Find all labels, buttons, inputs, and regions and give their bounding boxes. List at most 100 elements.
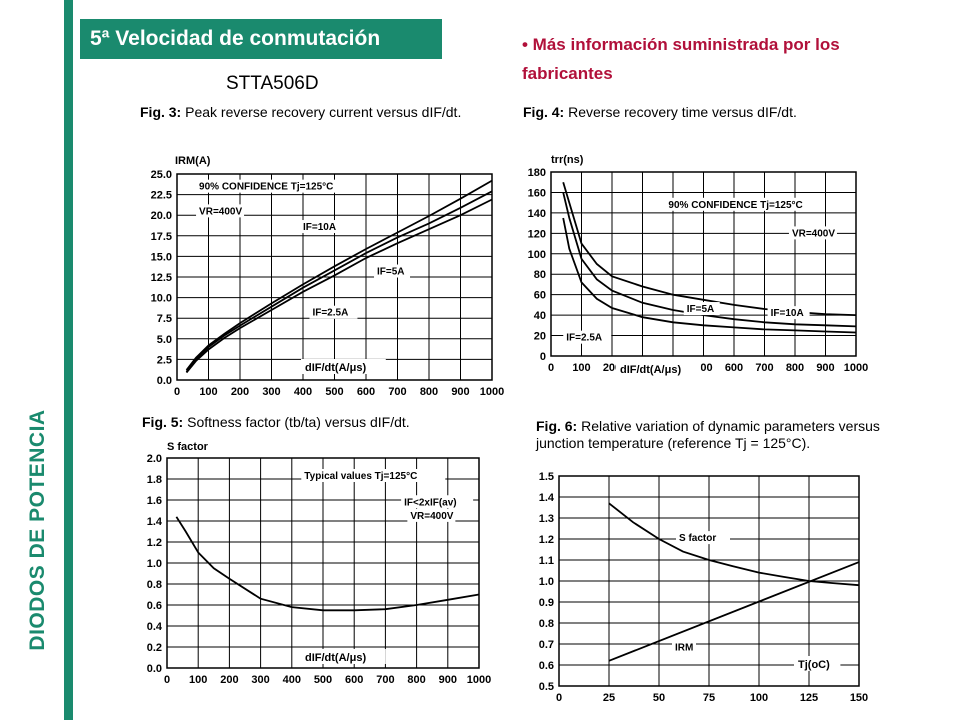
x-axis-label: Tj(oC) [798, 659, 830, 671]
plot-frame [166, 457, 480, 669]
series-line-1 [608, 502, 860, 587]
x-tick-label: 200 [220, 674, 238, 686]
caption-fig5-text: Softness factor (tb/ta) versus dIF/dt. [187, 414, 410, 430]
x-tick-label: 100 [199, 386, 217, 398]
caption-fig3: Fig. 3: Peak reverse recovery current ve… [140, 104, 495, 121]
y-tick-label: 17.5 [151, 231, 172, 243]
y-tick-label: 0.6 [539, 660, 554, 672]
caption-fig3-label: Fig. 3: [140, 104, 182, 120]
annotation-bg [767, 306, 810, 320]
annotation-bg [683, 302, 720, 316]
y-tick-label: 0.5 [539, 681, 554, 693]
x-tick-label: 800 [407, 674, 425, 686]
annotation-label: 90% CONFIDENCE Tj=125°C [668, 200, 802, 211]
y-tick-label: 40 [534, 310, 546, 322]
x-tick-label: 100 [750, 692, 768, 704]
y-tick-label: 25.0 [151, 169, 172, 181]
x-tick-label: 600 [357, 386, 375, 398]
x-tick-label: 1000 [467, 674, 491, 686]
y-tick-label: 0.0 [157, 375, 172, 387]
x-tick-label: 700 [376, 674, 394, 686]
y-tick-label: 2.5 [157, 354, 172, 366]
annotation-label: VR=400V [792, 228, 835, 239]
y-tick-label: 100 [528, 249, 546, 261]
annotation-bg [676, 531, 730, 545]
y-tick-label: 20.0 [151, 210, 172, 222]
x-tick-label: 0 [556, 692, 562, 704]
annotation-bg [309, 305, 358, 319]
y-tick-label: 1.3 [539, 513, 554, 525]
y-tick-label: 1.4 [539, 492, 555, 504]
annotation-bg [401, 495, 474, 509]
x-tick-label: 100 [189, 674, 207, 686]
x-axis-label: dIF/dt(A/μs) [305, 652, 366, 664]
y-tick-label: 15.0 [151, 251, 172, 263]
y-tick-label: 0.0 [147, 663, 162, 675]
chart-fig4: 0100200300400500600700800900100002040608… [528, 154, 868, 376]
chart-fig6: 0 25 50 75 100 125 150 0.5 0.6 0.7 0.8 0.9 1.0 1.1 1.2… [539, 471, 868, 704]
x-axis-label-bg [616, 361, 701, 376]
caption-fig6: Fig. 6: Relative variation of dynamic pa… [536, 418, 886, 452]
plot-frame [176, 173, 493, 381]
y-tick-label: 0.9 [539, 597, 554, 609]
y-axis-label: trr(ns) [551, 154, 584, 166]
caption-fig6-text: Relative variation of dynamic parameters… [536, 418, 880, 451]
plot-frame [550, 171, 857, 357]
y-axis-label: IRM(A) [175, 155, 211, 167]
y-tick-label: 0.8 [539, 618, 554, 630]
caption-fig4-label: Fig. 4: [523, 104, 565, 120]
y-tick-label: 2.0 [147, 453, 162, 465]
annotation-label: VR=400V [410, 511, 453, 522]
y-tick-label: 1.0 [539, 576, 554, 588]
x-tick-label: 300 [251, 674, 269, 686]
annotation-bg [374, 264, 411, 278]
y-tick-label: 160 [528, 187, 546, 199]
x-tick-label: 900 [816, 362, 834, 374]
x-tick-label: 900 [451, 386, 469, 398]
x-axis-label: dIF/dt(A/μs) [305, 362, 366, 374]
annotation-label: IF=5A [687, 304, 715, 315]
x-axis-label-bg [301, 649, 386, 664]
caption-fig5: Fig. 5: Softness factor (tb/ta) versus d… [142, 414, 497, 431]
annotation-label: S factor [679, 533, 716, 544]
annotation-label: IF=10A [303, 222, 336, 233]
annotation-bg [407, 508, 456, 522]
annotation-label: Typical values Tj=125°C [304, 471, 417, 482]
y-tick-label: 1.4 [147, 516, 163, 528]
x-axis-label: dIF/dt(A/μs) [620, 364, 681, 376]
side-label: DIODOS DE POTENCIA [26, 409, 49, 651]
annotation-bg [196, 179, 341, 193]
annotation-bg [301, 469, 446, 482]
y-tick-label: 0.7 [539, 639, 554, 651]
caption-fig4: Fig. 4: Reverse recovery time versus dIF… [523, 104, 883, 121]
x-tick-label: 25 [603, 692, 615, 704]
series-line-3 [562, 217, 857, 334]
annotation-bg [788, 226, 837, 240]
y-tick-label: 0.4 [147, 621, 163, 633]
series-line-2 [608, 561, 860, 662]
y-tick-label: 12.5 [151, 272, 172, 284]
x-axis-label-bg [794, 656, 841, 671]
series-line-3 [185, 198, 493, 374]
x-tick-label: 700 [755, 362, 773, 374]
annotation-bg [563, 330, 612, 344]
annotation-bg [196, 204, 245, 218]
annotation-label: IF=2.5A [566, 333, 602, 344]
section-title: 5ª Velocidad de conmutación [80, 19, 442, 59]
y-tick-label: 60 [534, 290, 546, 302]
y-tick-label: 1.8 [147, 474, 162, 486]
annotation-label: IF=10A [771, 308, 804, 319]
x-tick-label: 100 [572, 362, 590, 374]
annotation-label: IF<2xIF(av) [404, 497, 457, 508]
series-line-2 [562, 192, 857, 328]
series-line-2 [185, 190, 493, 373]
y-tick-label: 140 [528, 208, 546, 220]
y-tick-label: 20 [534, 331, 546, 343]
y-tick-label: 5.0 [157, 334, 172, 346]
x-tick-label: 800 [786, 362, 804, 374]
x-tick-label: 0 [174, 386, 180, 398]
side-accent-bar [64, 0, 73, 720]
y-tick-label: 0 [540, 351, 546, 363]
x-tick-label: 125 [800, 692, 818, 704]
x-tick-label: 400 [283, 674, 301, 686]
